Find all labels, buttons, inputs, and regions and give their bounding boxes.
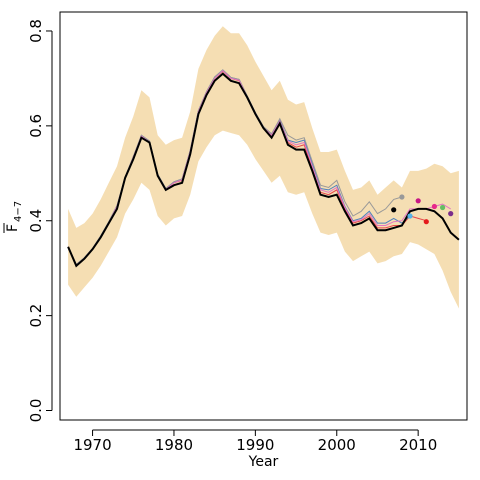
series-line-4 <box>67 72 460 268</box>
x-axis-title: Year <box>248 454 279 470</box>
y-axis-title-subscript: 4−7 <box>13 201 24 222</box>
endpoint-marker-4 <box>423 219 429 225</box>
x-tick-label: 2010 <box>399 436 437 454</box>
x-axis: 1970 1980 1990 2000 2010 <box>73 429 437 454</box>
y-tick-label: 0.2 <box>27 304 45 328</box>
endpoint-marker-7 <box>448 211 454 217</box>
plot-frame <box>59 11 468 421</box>
endpoint-marker-5 <box>431 203 437 210</box>
x-tick-label: 2000 <box>318 436 356 454</box>
endpoint-marker-6 <box>440 204 446 211</box>
y-tick-label: 0.8 <box>27 19 45 43</box>
series-layer <box>67 69 460 268</box>
endpoint-marker-3 <box>415 198 421 204</box>
y-tick-label: 0.6 <box>27 114 45 138</box>
endpoint-marker-0 <box>391 207 397 213</box>
y-tick-label: 0.0 <box>27 399 45 423</box>
y-axis-title: F 4−7 <box>3 201 24 233</box>
endpoint-marker-1 <box>399 194 405 200</box>
x-tick-label: 1990 <box>236 436 274 454</box>
points-layer <box>391 194 454 225</box>
confidence-band <box>68 26 459 309</box>
endpoint-marker-2 <box>407 213 413 219</box>
y-axis-title-main: F <box>5 224 21 232</box>
confidence-band-layer <box>68 26 459 309</box>
x-tick-label: 1980 <box>155 436 193 454</box>
x-tick-label: 1970 <box>73 436 111 454</box>
y-tick-label: 0.4 <box>27 209 45 233</box>
y-axis: 0.0 0.2 0.4 0.6 0.8 <box>27 19 53 423</box>
